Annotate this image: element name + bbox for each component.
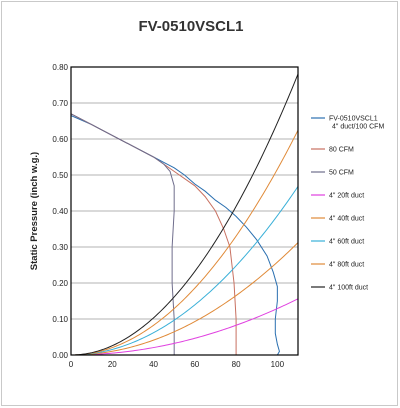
x-tick-label: 100 [271,360,285,369]
series-line-4 [71,242,298,355]
legend-label: 80 CFM [329,147,354,154]
y-tick-label: 0.30 [52,243,68,252]
x-tick-label: 80 [232,360,241,369]
series-line-7 [71,73,298,355]
y-tick-label: 0.50 [52,171,68,180]
grid-lines [71,66,298,356]
legend-label: 4" 80ft duct [329,262,364,269]
legend-label: 4" 20ft duct [329,193,364,200]
x-tick-label: 0 [69,360,74,369]
legend-label: 4" 40ft duct [329,216,364,223]
series-line-3 [71,298,298,355]
x-tick-label: 20 [108,360,117,369]
y-tick-label: 0.40 [52,207,68,216]
series-lines [71,73,298,355]
y-tick-labels: 0.00 0.10 0.20 0.30 0.40 0.50 0.60 0.70 0.80 [52,63,68,360]
x-tick-label: 60 [190,360,199,369]
y-tick-label: 0.60 [52,135,68,144]
x-tick-label: 40 [149,360,158,369]
y-tick-label: 0.10 [52,315,68,324]
y-axis-label: Static Pressure (inch w.g.) [29,152,40,270]
y-tick-label: 0.70 [52,99,68,108]
chart-title: FV-0510VSCL1 [138,18,243,35]
legend-label: FV-0510VSCL1 4" duct/100 CFM [329,116,384,131]
legend: FV-0510VSCL1 4" duct/100 CFM 80 CFM 50 CFM 4… [311,116,384,292]
y-tick-label: 0.20 [52,279,68,288]
series-line-5 [71,186,298,355]
legend-label: 50 CFM [329,170,354,177]
x-tick-labels: 0 20 40 60 80 100 [69,360,285,369]
y-tick-label: 0.80 [52,63,68,72]
legend-label: 4" 100ft duct [329,285,368,292]
legend-label: 4" 60ft duct [329,239,364,246]
series-line-2 [71,113,175,355]
series-line-6 [71,130,298,355]
plot-border [70,66,299,356]
y-tick-label: 0.00 [52,351,68,360]
